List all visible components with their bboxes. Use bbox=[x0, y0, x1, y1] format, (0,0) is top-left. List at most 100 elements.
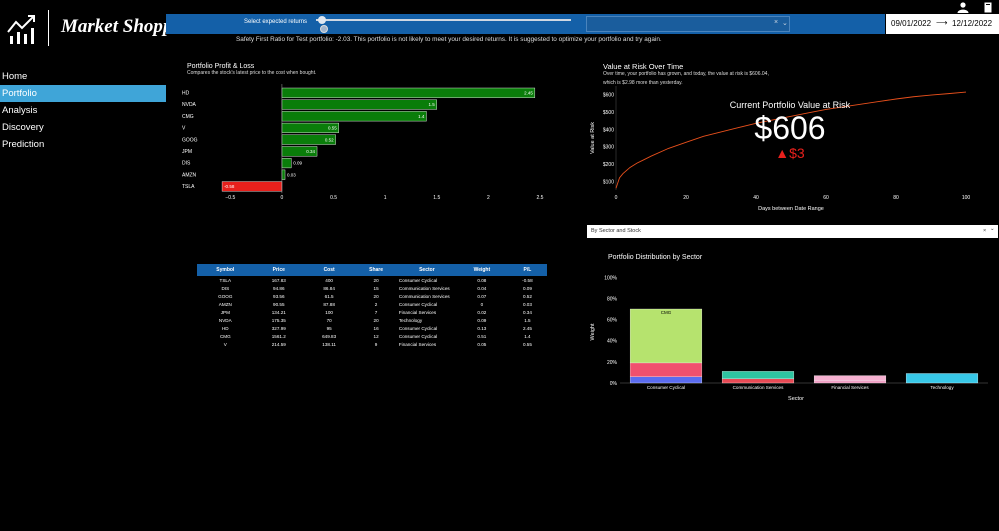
var-chart-header: Value at Risk Over Time Over time, your … bbox=[603, 62, 769, 86]
table-cell: CMG bbox=[219, 333, 231, 339]
table-cell: 86.84 bbox=[323, 285, 335, 291]
var-x-tick-label: 20 bbox=[683, 195, 689, 201]
pl-x-tick-label: 0 bbox=[281, 195, 284, 201]
table-cell: 100 bbox=[325, 309, 333, 315]
sector-y-tick-label: 40% bbox=[607, 339, 618, 345]
sidebar-item-prediction[interactable]: Prediction bbox=[2, 139, 45, 150]
pl-category-label: NVDA bbox=[182, 102, 197, 108]
app-title: Market Shopper bbox=[61, 16, 189, 37]
table-cell: 2.45 bbox=[522, 325, 532, 331]
var-series-line bbox=[615, 91, 967, 189]
sector-bar-segment bbox=[813, 375, 887, 382]
sector-bar-segment bbox=[813, 380, 887, 384]
sector-segment-label: V bbox=[848, 370, 851, 375]
sidebar-item-portfolio[interactable]: Portfolio bbox=[0, 85, 166, 102]
table-cell: 0.07 bbox=[477, 293, 487, 299]
chart-logo-icon bbox=[7, 15, 35, 44]
table-cell: HD bbox=[221, 325, 229, 331]
sector-segment-label: NVDA bbox=[936, 368, 949, 373]
date-arrow-icon: ⟶ bbox=[936, 18, 948, 27]
sector-x-tick-label: Financial Services bbox=[831, 385, 869, 390]
clear-icon[interactable]: × bbox=[983, 228, 987, 234]
pl-value-label: 0.34 bbox=[306, 149, 315, 154]
returns-slider-handle[interactable] bbox=[318, 16, 326, 24]
table-cell: 95 bbox=[326, 325, 332, 331]
table-cell: 20 bbox=[373, 317, 379, 323]
table-cell: 1.4 bbox=[524, 333, 531, 339]
var-chart: $100 $200 $300 $400 $500 $600 0 20 40 60 80 100 Days… bbox=[590, 86, 970, 212]
distribution-mode-value: By Sector and Stock bbox=[591, 228, 641, 234]
pl-bar bbox=[281, 99, 437, 110]
table-cell: -0.58 bbox=[522, 277, 533, 283]
table-cell: 0 bbox=[480, 301, 484, 307]
table-cell: 15 bbox=[373, 285, 379, 291]
table-cell: Consumer Cyclical bbox=[398, 277, 438, 283]
app-logo: Market Shopper bbox=[6, 8, 188, 48]
pl-value-label: 0.09 bbox=[293, 161, 302, 166]
pl-value-label: 0.55 bbox=[328, 126, 337, 131]
table-cell: 90.55 bbox=[273, 301, 285, 307]
pl-bar bbox=[281, 111, 427, 122]
document-icon[interactable] bbox=[984, 2, 992, 13]
pl-value-label: 1.4 bbox=[418, 114, 425, 119]
chevron-down-icon[interactable]: ⌄ bbox=[990, 226, 995, 232]
pl-chart-subtitle: Compares the stock's latest price to the… bbox=[187, 70, 317, 76]
table-cell: Technology bbox=[398, 317, 423, 323]
table-cell: 7 bbox=[374, 309, 378, 315]
sidebar-item-analysis[interactable]: Analysis bbox=[2, 105, 38, 116]
pl-bar bbox=[281, 169, 286, 180]
sector-bar-segment bbox=[629, 362, 703, 377]
var-y-tick-label: $500 bbox=[603, 110, 614, 116]
clear-icon[interactable]: × bbox=[774, 19, 779, 26]
table-cell: 167.83 bbox=[271, 277, 286, 283]
pl-x-tick-label: 1 bbox=[384, 195, 387, 201]
table-cell: 2 bbox=[374, 301, 378, 307]
holdings-header-row: Symbol Price Cost Share Sector Weight P/L bbox=[197, 264, 547, 276]
returns-slider-track[interactable] bbox=[316, 19, 571, 21]
table-cell: 70 bbox=[326, 317, 332, 323]
sector-chart: Portfolio Distribution by Sector 0% 20% 40%… bbox=[590, 254, 988, 402]
table-cell: DIS bbox=[221, 285, 230, 291]
date-start-input[interactable]: 09/01/2022 bbox=[891, 19, 932, 28]
var-y-tick-label: $100 bbox=[603, 179, 614, 185]
pl-category-label: V bbox=[182, 126, 186, 132]
portfolio-select[interactable]: × ⌄ bbox=[586, 16, 790, 32]
pl-category-label: JPM bbox=[182, 149, 192, 155]
pl-value-label: 2.45 bbox=[524, 91, 533, 96]
sidebar-item-discovery[interactable]: Discovery bbox=[2, 122, 44, 133]
user-icon[interactable] bbox=[957, 2, 969, 13]
table-cell: 20 bbox=[373, 277, 379, 283]
table-cell: V bbox=[223, 341, 227, 347]
sector-y-tick-label: 80% bbox=[607, 296, 618, 302]
table-cell: 61.5 bbox=[324, 293, 334, 299]
var-y-tick-label: $600 bbox=[603, 93, 614, 99]
date-range-picker[interactable]: 09/01/2022 ⟶ 12/12/2022 bbox=[886, 14, 999, 34]
pl-x-tick-label: 1.5 bbox=[433, 195, 440, 201]
table-cell: 327.99 bbox=[271, 325, 286, 331]
table-cell: 134.21 bbox=[271, 309, 286, 315]
var-indicator-value: $606 bbox=[754, 110, 826, 146]
table-cell: 400 bbox=[325, 277, 333, 283]
table-cell: 649.83 bbox=[322, 333, 337, 339]
var-x-tick-label: 60 bbox=[823, 195, 829, 201]
table-cell: TSLA bbox=[219, 277, 232, 283]
pl-bar bbox=[281, 87, 536, 98]
returns-slider-tooltip bbox=[320, 25, 328, 33]
chevron-down-icon[interactable]: ⌄ bbox=[782, 20, 788, 27]
pl-bar bbox=[281, 157, 292, 169]
table-cell: 0.09 bbox=[522, 285, 532, 291]
date-end-input[interactable]: 12/12/2022 bbox=[952, 19, 993, 28]
table-cell: Financial Services bbox=[398, 309, 437, 315]
sidebar-item-home[interactable]: Home bbox=[2, 71, 28, 82]
distribution-mode-dropdown[interactable]: By Sector and Stock × ⌄ bbox=[587, 225, 998, 238]
pl-category-label: GOOG bbox=[182, 137, 198, 143]
table-cell: 0.52 bbox=[522, 293, 532, 299]
table-row: GOOG 93.56 61.5 20 Communication Services 0.0… bbox=[197, 292, 547, 300]
column-header: Weight bbox=[455, 264, 508, 276]
column-header: Price bbox=[253, 264, 304, 276]
table-cell: 20 bbox=[373, 293, 379, 299]
table-cell: Financial Services bbox=[398, 341, 437, 347]
table-cell: 9 bbox=[374, 341, 378, 347]
table-cell: 0.05 bbox=[477, 341, 487, 347]
